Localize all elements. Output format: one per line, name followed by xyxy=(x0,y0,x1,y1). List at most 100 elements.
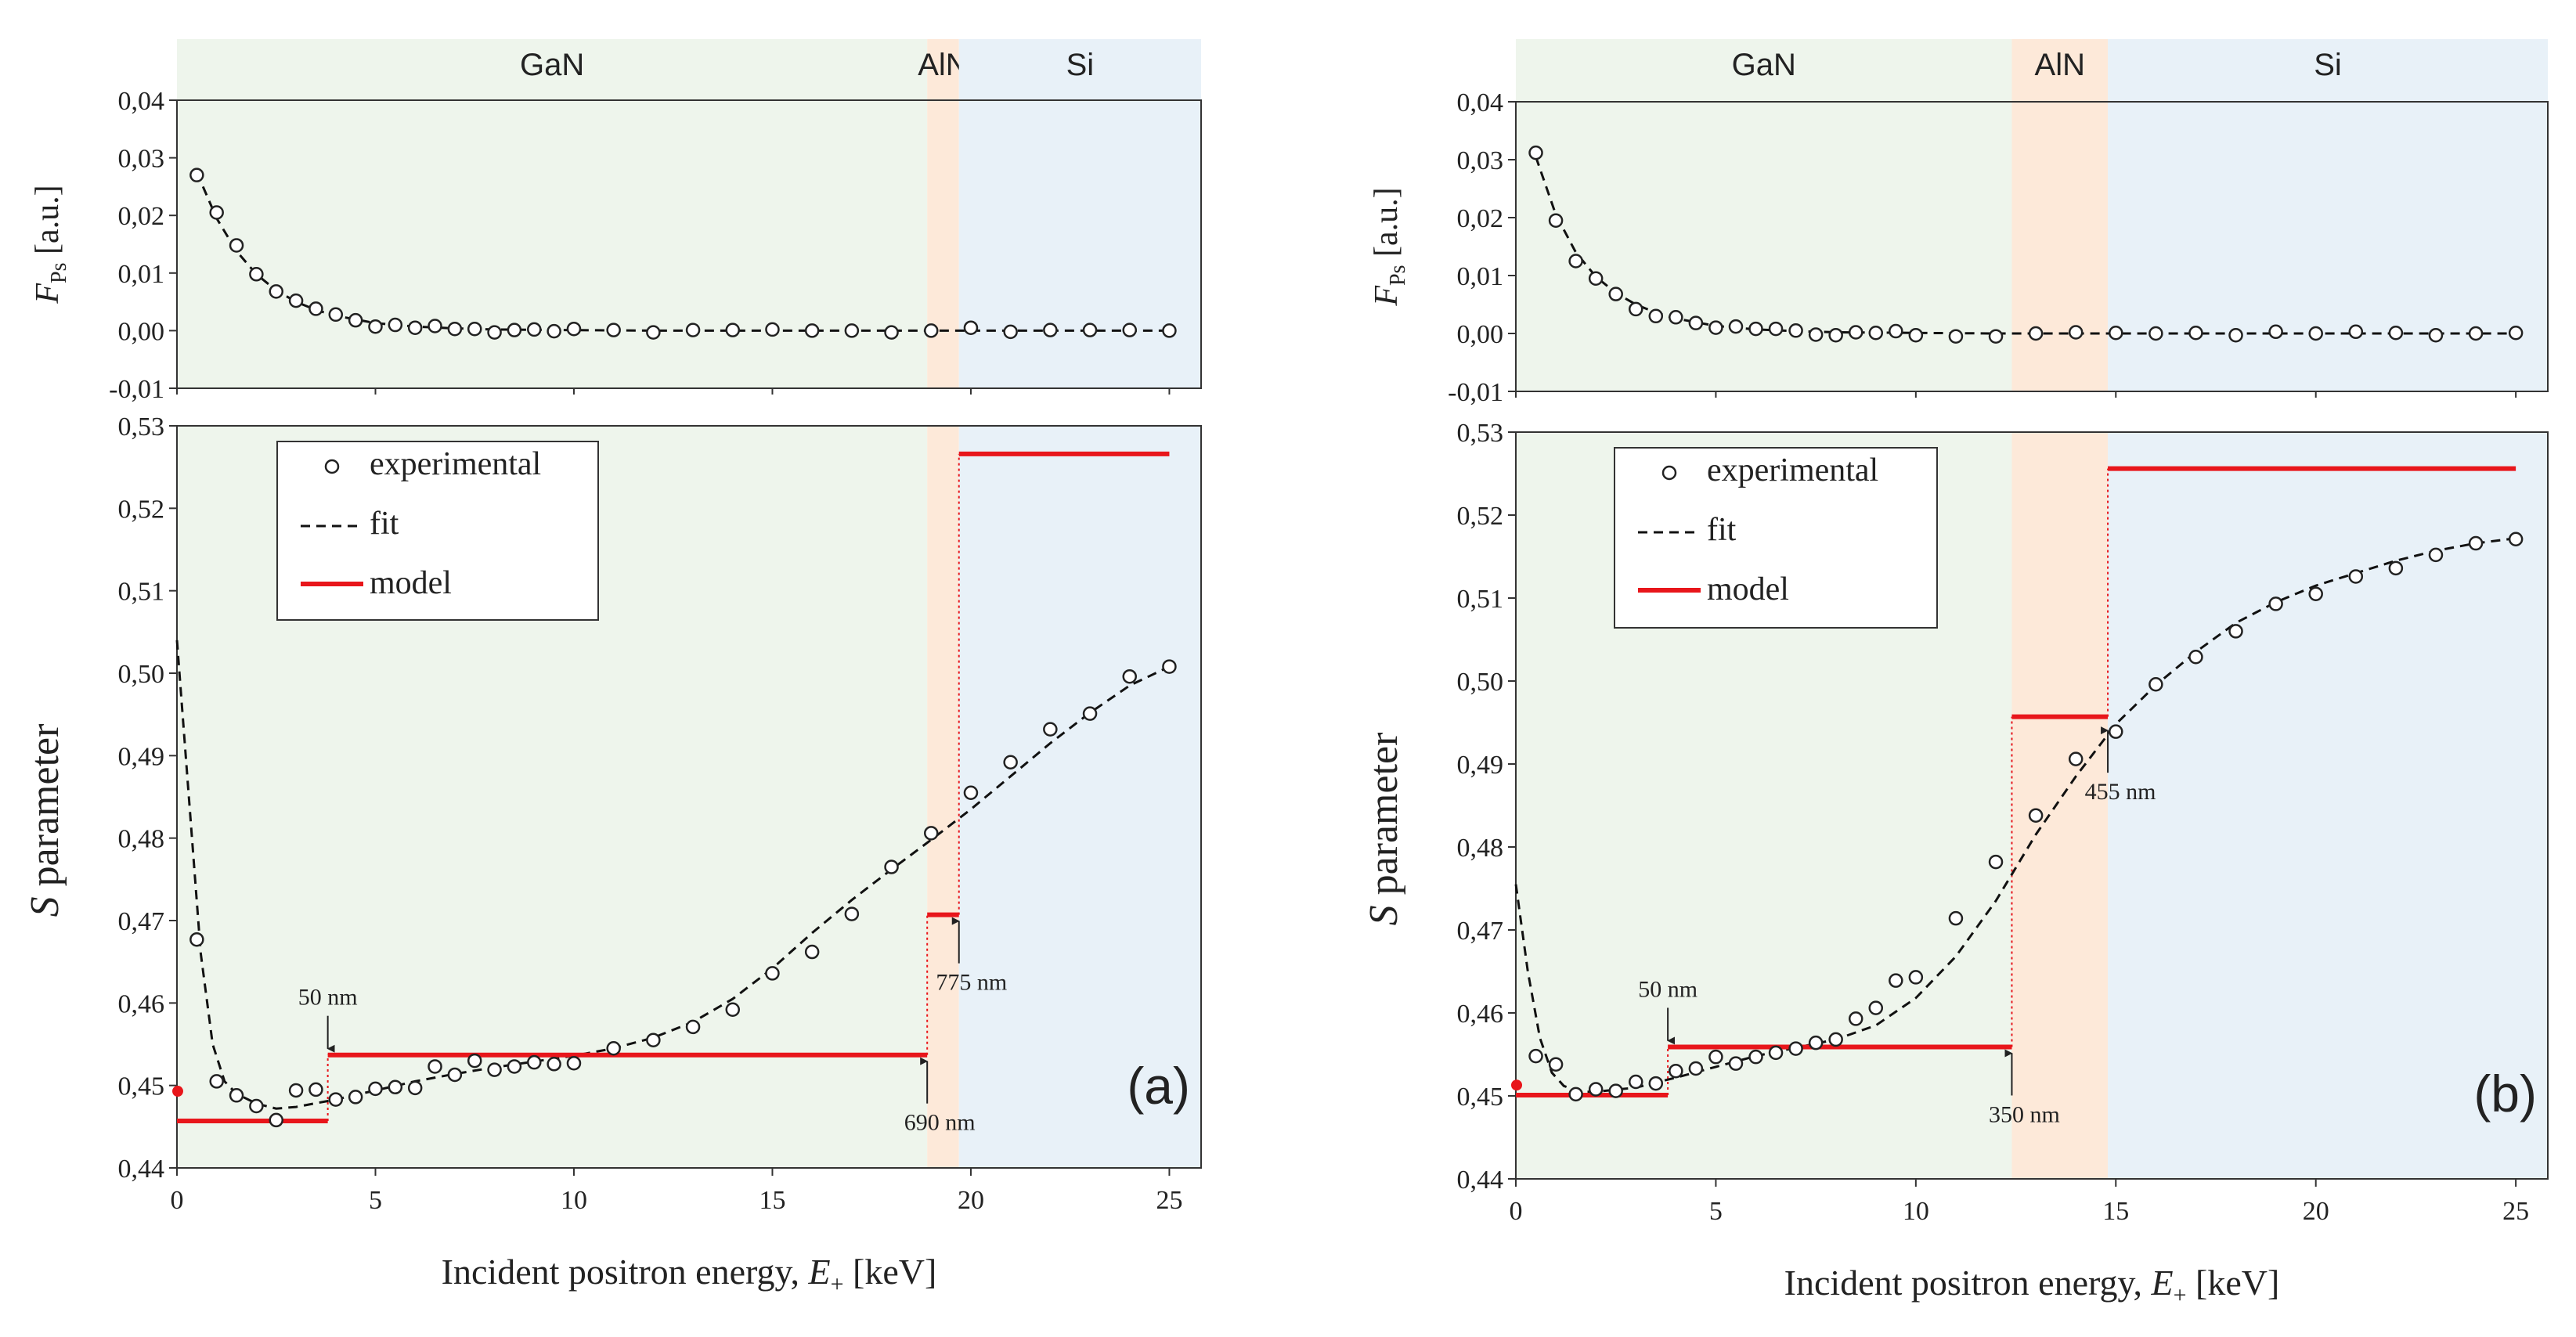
bottom-y-axis-label: S parameter xyxy=(1362,733,1406,926)
region-band-aln xyxy=(927,39,959,1168)
bottom-y-tick-label: 0,48 xyxy=(118,825,165,854)
top-data-point xyxy=(2348,324,2364,340)
bottom-data-point xyxy=(804,944,820,960)
top-data-point xyxy=(2068,325,2084,340)
bottom-data-point xyxy=(685,1019,701,1035)
bottom-data-point xyxy=(2428,547,2444,563)
legend-experimental-label: experimental xyxy=(1707,452,1878,488)
panel-a: GaN AlN Si-0,010,000,010,020,030,040,440,4… xyxy=(23,39,1203,1297)
region-label-si: Si xyxy=(2314,48,2342,82)
annotation-label: 455 nm xyxy=(2085,779,2156,805)
bottom-y-tick-label: 0,44 xyxy=(118,1155,165,1184)
bottom-data-point xyxy=(1648,1076,1664,1091)
region-label-gan: GaN xyxy=(1732,48,1796,82)
bottom-data-point xyxy=(209,1074,224,1089)
top-plot-frame xyxy=(1515,101,2549,392)
bottom-data-point xyxy=(1948,910,1964,926)
panel-label: (b) xyxy=(2473,1065,2537,1123)
bottom-data-point xyxy=(1669,1063,1683,1079)
region-band-si xyxy=(958,39,1201,1168)
top-data-point xyxy=(1808,327,1824,342)
top-y-tick-label: 0,04 xyxy=(118,87,165,116)
bottom-data-point xyxy=(765,966,780,981)
bottom-y-axis-label-rest: parameter xyxy=(23,724,67,897)
x-axis-label-sub: + xyxy=(2174,1282,2187,1308)
top-data-point xyxy=(447,321,463,337)
top-plot-frame xyxy=(176,99,1202,389)
top-data-point xyxy=(1988,329,2004,344)
bottom-y-tick-label: 0,49 xyxy=(118,742,165,771)
bottom-data-point xyxy=(527,1054,542,1070)
top-data-point xyxy=(1568,254,1583,268)
top-data-point xyxy=(467,321,482,337)
bottom-y-tick-label: 0,49 xyxy=(1457,751,1504,780)
bottom-data-point xyxy=(428,1059,442,1074)
region-label-si: Si xyxy=(1066,48,1095,82)
legend-experimental-marker xyxy=(324,459,340,474)
top-data-point xyxy=(1548,213,1564,228)
region-band-si xyxy=(2108,39,2548,1179)
bottom-data-point xyxy=(884,860,899,874)
top-y-tick-label: 0,00 xyxy=(1457,320,1504,349)
bottom-data-point xyxy=(189,932,204,947)
legend-model-label: model xyxy=(370,565,452,601)
bottom-y-tick-label: 0,46 xyxy=(1457,1000,1504,1029)
top-data-point xyxy=(685,323,701,337)
top-y-tick-label: 0,04 xyxy=(1457,88,1504,117)
top-data-point xyxy=(1608,286,1623,301)
top-data-point xyxy=(189,168,204,182)
bottom-data-point xyxy=(1988,854,2004,870)
top-data-point xyxy=(507,323,522,337)
top-data-point xyxy=(884,325,899,340)
top-data-point xyxy=(1528,145,1543,160)
bottom-y-axis-label-rest: parameter xyxy=(1362,733,1406,906)
bottom-data-point xyxy=(844,906,860,921)
bottom-data-point xyxy=(447,1067,463,1083)
top-y-axis-label-sub: Ps xyxy=(1386,265,1410,286)
top-data-point xyxy=(1728,319,1744,334)
top-data-point xyxy=(249,267,264,282)
bottom-data-point xyxy=(388,1079,403,1095)
bottom-y-tick-label: 0,51 xyxy=(1457,585,1504,614)
top-data-point xyxy=(1889,323,1903,339)
bottom-data-point xyxy=(1828,1032,1843,1047)
bottom-data-point xyxy=(1548,1057,1564,1072)
bottom-y-axis-label: S parameter xyxy=(23,724,67,917)
top-data-point xyxy=(2468,326,2484,341)
region-label-aln: AlN xyxy=(2035,48,2085,82)
bottom-data-point xyxy=(407,1080,423,1096)
bottom-data-point xyxy=(1608,1083,1623,1098)
bottom-data-point xyxy=(2268,596,2283,611)
region-label-gan: GaN xyxy=(520,48,584,82)
top-y-axis-label-sub: Ps xyxy=(47,263,71,283)
bottom-plot-frame xyxy=(1515,431,2549,1180)
bottom-data-point xyxy=(2028,808,2044,823)
top-data-point xyxy=(2188,326,2203,341)
x-axis-label-text: Incident positron energy, xyxy=(1784,1263,2152,1303)
x-axis-label-var: E xyxy=(2151,1263,2174,1303)
top-data-point xyxy=(547,323,561,339)
top-data-point xyxy=(2109,326,2123,341)
bottom-data-point xyxy=(547,1057,561,1072)
x-axis-label-text: Incident positron energy, xyxy=(442,1252,809,1292)
bottom-data-point xyxy=(1629,1074,1643,1090)
top-data-point xyxy=(804,323,820,338)
top-data-point xyxy=(527,322,542,337)
bottom-data-point xyxy=(1868,1000,1884,1015)
bottom-data-point xyxy=(924,826,939,841)
x-tick-label: 20 xyxy=(2303,1197,2329,1226)
top-y-tick-label: 0,03 xyxy=(1457,146,1504,175)
bottom-data-point xyxy=(1528,1048,1543,1064)
top-data-point xyxy=(1768,321,1784,337)
bottom-y-tick-label: 0,48 xyxy=(1457,834,1504,863)
bottom-data-point xyxy=(2508,532,2524,546)
bottom-data-point xyxy=(1588,1082,1604,1097)
top-y-tick-label: 0,00 xyxy=(118,317,165,346)
bottom-data-point xyxy=(2348,569,2364,584)
bottom-data-point xyxy=(1788,1041,1803,1056)
top-y-axis-label: FPs [a.u.] xyxy=(30,185,71,304)
bottom-data-point xyxy=(963,785,979,800)
bottom-data-point xyxy=(2308,586,2323,601)
top-data-point xyxy=(606,323,621,337)
bottom-data-point xyxy=(1768,1045,1784,1061)
